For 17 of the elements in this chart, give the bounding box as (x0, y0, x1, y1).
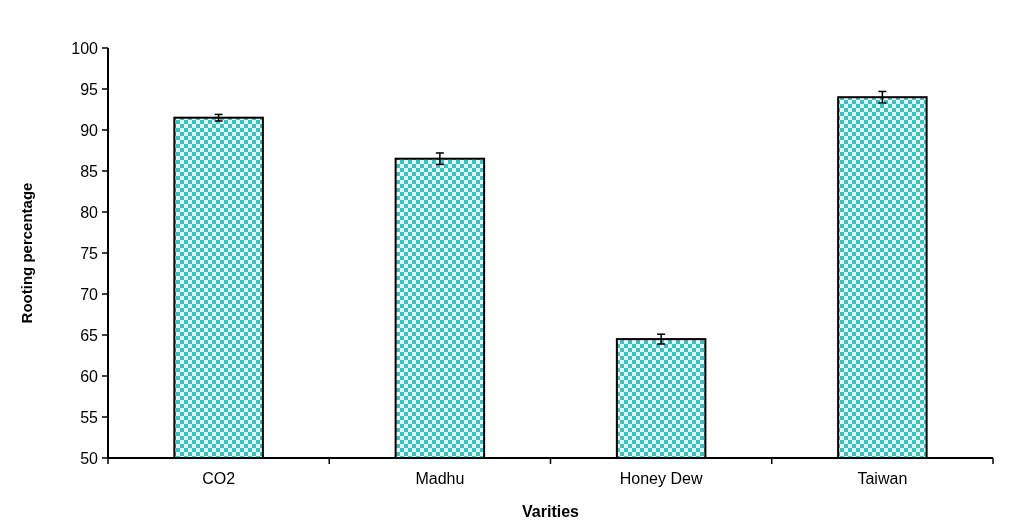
y-axis-title: Rooting percentage (18, 182, 35, 324)
y-tick-label: 50 (80, 449, 99, 467)
y-tick-label: 60 (80, 367, 99, 385)
y-tick-label: 70 (80, 285, 99, 303)
x-tick-label: Madhu (415, 470, 465, 487)
y-tick-label: 95 (80, 80, 99, 98)
y-tick-label: 65 (80, 326, 99, 344)
x-tick-label: Honey Dew (619, 470, 703, 487)
y-tick-label: 80 (80, 203, 99, 221)
x-tick-label: CO2 (202, 470, 236, 487)
y-tick-label: 85 (80, 162, 99, 180)
x-tick-label: Taiwan (857, 470, 908, 487)
y-tick-label: 90 (80, 121, 99, 139)
y-tick-label: 55 (80, 408, 99, 426)
y-tick-label: 100 (71, 39, 99, 57)
y-tick-label: 75 (80, 244, 99, 262)
x-axis-title: Varities (522, 503, 580, 520)
